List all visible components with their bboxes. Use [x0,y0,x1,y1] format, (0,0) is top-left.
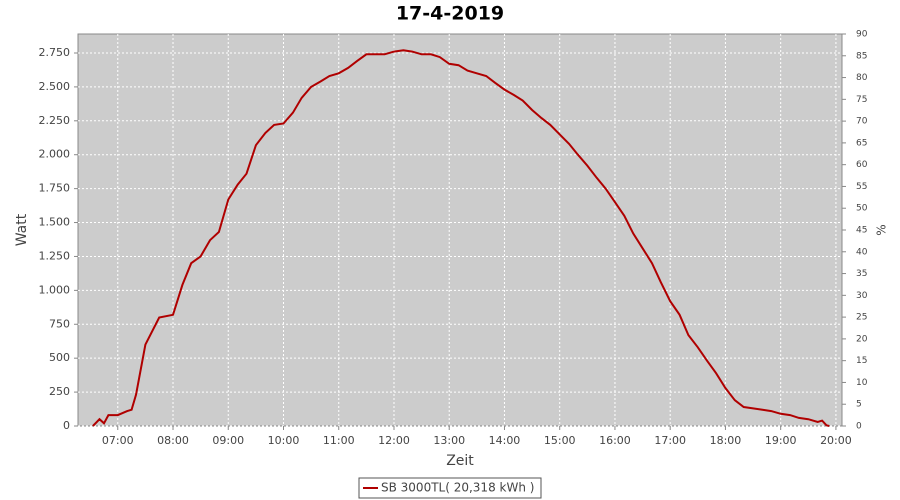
plot-area [77,33,843,427]
legend-label: SB 3000TL( 20,318 kWh ) [381,481,534,495]
y-tick-label: 2.250 [39,114,71,127]
y2-tick-label: 45 [856,226,867,236]
y2-tick-label: 55 [856,182,867,192]
series-line [92,49,830,427]
x-tick-label: 16:00 [599,434,631,447]
y-tick-label: 1.000 [39,283,71,296]
y-tick-label: 750 [49,317,70,330]
x-axis-label: Zeit [446,453,474,469]
y2-tick-label: 90 [856,30,868,40]
x-tick-label: 09:00 [212,434,244,447]
y2-tick-label: 50 [856,204,868,214]
x-tick-label: 07:00 [102,434,134,447]
x-tick-label: 13:00 [433,434,465,447]
y2-tick-label: 30 [856,291,868,301]
y2-tick-label: 35 [856,269,867,279]
y-tick-label: 500 [49,351,70,364]
y2-axis-label: % [875,224,889,235]
y2-tick-label: 10 [856,378,868,388]
y-tick-label: 2.000 [39,148,71,161]
y-tick-label: 1.500 [39,216,71,229]
y2-tick-label: 65 [856,138,867,148]
y-tick-label: 1.750 [39,182,71,195]
x-tick-label: 17:00 [654,434,686,447]
chart-title: 17-4-2019 [396,3,504,25]
y2-tick-label: 85 [856,51,867,61]
x-tick-label: 11:00 [323,434,355,447]
y2-tick-label: 0 [856,422,862,432]
y2-tick-label: 60 [856,160,868,170]
x-tick-label: 12:00 [378,434,410,447]
y-tick-label: 1.250 [39,249,71,262]
y2-tick-label: 75 [856,95,867,105]
y2-tick-label: 80 [856,73,868,83]
x-tick-label: 10:00 [268,434,300,447]
y2-tick-label: 70 [856,117,868,127]
x-tick-label: 18:00 [710,434,742,447]
y2-tick-label: 40 [856,247,868,257]
y2-tick-label: 15 [856,356,867,366]
y2-tick-label: 5 [856,400,862,410]
x-tick-label: 15:00 [544,434,576,447]
x-tick-label: 20:00 [820,434,852,447]
x-tick-label: 19:00 [765,434,797,447]
legend [358,477,542,499]
y-tick-label: 2.750 [39,46,71,59]
y-tick-label: 0 [63,419,70,432]
y2-tick-label: 25 [856,313,867,323]
y2-tick-label: 20 [856,334,868,344]
y-tick-label: 250 [49,385,70,398]
x-tick-label: 14:00 [489,434,521,447]
y-tick-label: 2.500 [39,80,71,93]
x-tick-label: 08:00 [157,434,189,447]
y-axis-label: Watt [14,213,30,246]
